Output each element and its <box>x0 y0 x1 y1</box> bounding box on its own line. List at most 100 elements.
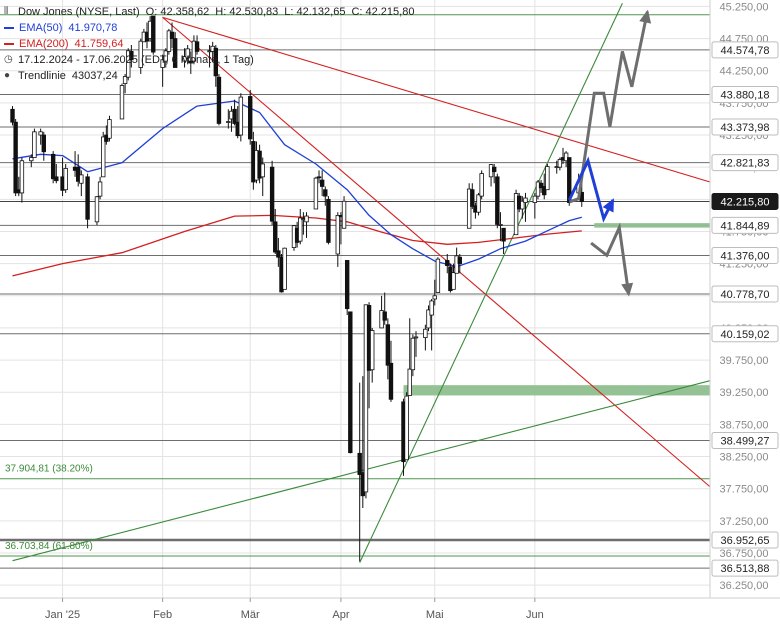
candle <box>557 157 563 171</box>
candle-body <box>363 304 369 493</box>
candle-body <box>194 41 200 52</box>
price-level-label: 38.499,27 <box>721 436 770 448</box>
candle-body <box>169 31 175 39</box>
candle <box>238 93 244 142</box>
candle-body <box>101 136 106 178</box>
candle-body <box>138 40 143 68</box>
candle-body <box>160 59 165 68</box>
candle <box>316 170 322 184</box>
candle <box>429 299 434 351</box>
candle <box>513 189 519 236</box>
candle-body <box>29 157 34 162</box>
candle-body <box>232 108 237 124</box>
candle <box>520 196 525 219</box>
candle <box>491 163 497 184</box>
candle-body <box>476 194 481 213</box>
candle-body <box>188 60 193 64</box>
candles-layer <box>10 15 584 562</box>
candle-body <box>567 157 572 203</box>
candle <box>29 154 34 168</box>
candle <box>341 196 347 229</box>
candle-body <box>85 176 90 220</box>
candle <box>213 45 219 87</box>
fib-label: 36.703,84 (61.80%) <box>5 541 93 552</box>
candle <box>426 305 431 332</box>
candle <box>54 163 59 184</box>
ema50-line <box>12 100 582 268</box>
price-level-box <box>711 325 779 343</box>
candle-body <box>38 131 43 136</box>
candle <box>107 115 112 142</box>
price-level-box <box>711 247 779 265</box>
candle <box>385 318 391 380</box>
candle <box>523 192 528 222</box>
candle <box>348 311 353 454</box>
candle <box>344 260 350 316</box>
ohlc-high-value: 42.530,83 <box>229 6 279 18</box>
candle <box>545 163 550 191</box>
candle <box>269 160 275 226</box>
candle <box>260 157 265 197</box>
candle-body <box>491 166 497 173</box>
price-level-box <box>711 118 779 136</box>
candle <box>13 118 18 197</box>
candle-body <box>273 221 278 253</box>
candle <box>445 253 450 274</box>
candle <box>32 128 37 158</box>
scenario-arrow-path <box>568 11 649 204</box>
candle-body <box>151 15 156 53</box>
candle-body <box>50 153 56 180</box>
candle <box>298 208 303 245</box>
trendline <box>162 16 711 488</box>
ohlc-open-value: 42.358,62 <box>160 6 210 18</box>
candle <box>248 90 253 145</box>
candle-body <box>213 47 219 77</box>
grid-layer <box>0 0 710 598</box>
candlestick-icon: ⫴ <box>4 6 9 17</box>
ohlc-high-label: H: <box>215 6 230 18</box>
scenario-arrow-head <box>621 282 634 297</box>
candle <box>94 196 100 226</box>
candle <box>432 279 437 306</box>
support-zone <box>403 385 710 396</box>
y-tick-label: 36.250,00 <box>720 580 769 592</box>
candle-body <box>323 189 328 197</box>
price-level-box <box>711 41 779 59</box>
trendline-value: 43037,24 <box>71 70 118 82</box>
candle-body <box>457 256 462 265</box>
candle <box>41 131 46 161</box>
candle-body <box>94 196 100 223</box>
price-level-label: 43.373,98 <box>721 122 770 134</box>
candle-body <box>495 176 500 225</box>
price-level-label: 42.821,83 <box>721 158 770 170</box>
candle-body <box>326 198 331 243</box>
candle <box>160 54 165 87</box>
candle-body <box>370 330 375 371</box>
candle-body <box>182 56 187 62</box>
candle-body <box>335 215 340 255</box>
candle-body <box>479 173 484 197</box>
candle <box>101 131 106 178</box>
candle-body <box>454 255 459 274</box>
price-level-label: 44.574,78 <box>721 45 770 57</box>
candle-body <box>316 176 322 179</box>
candle <box>85 173 90 229</box>
ema200-swatch <box>4 43 14 45</box>
price-level-box <box>711 531 779 549</box>
candle <box>50 151 56 184</box>
y-axis-background <box>710 0 780 625</box>
price-level-box <box>711 559 779 577</box>
candle <box>182 48 187 68</box>
candle-body <box>19 160 25 194</box>
period-label: 17.12.2024 - 17.06.2025 (EDT, 6 Monate, … <box>18 54 254 66</box>
candle-body <box>357 452 362 475</box>
candle-body <box>557 159 563 168</box>
price-level-box <box>711 86 779 104</box>
candle-body <box>122 76 128 84</box>
candle <box>194 35 200 55</box>
candle <box>129 45 134 68</box>
candle <box>326 196 331 245</box>
candle <box>122 73 128 94</box>
candle-body <box>185 48 190 59</box>
candle <box>75 154 81 187</box>
